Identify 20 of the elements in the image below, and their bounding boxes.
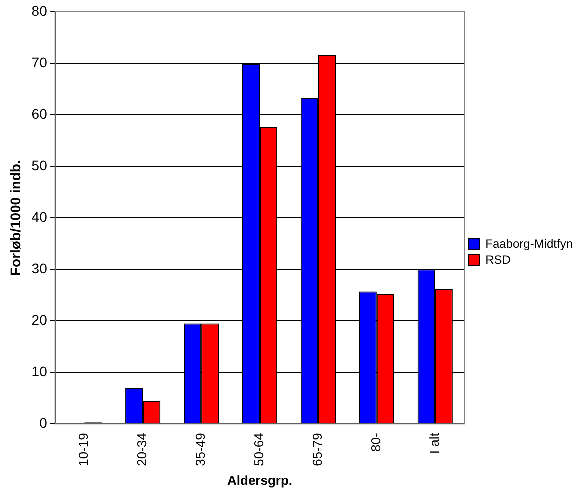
x-tick-label: 20-34: [134, 433, 150, 466]
y-tick-label: 70: [32, 54, 48, 70]
x-tick-label: 50-64: [252, 433, 267, 466]
legend-label: Faaborg-Midtfyn: [486, 236, 574, 251]
y-tick-label: 50: [32, 157, 48, 174]
legend-label: RSD: [486, 252, 512, 267]
y-tick-label: 60: [32, 106, 48, 122]
y-tick-label: 20: [32, 312, 48, 328]
y-axis-title: Forløb/1000 indb.: [7, 160, 24, 276]
x-tick-label: 10-19: [76, 433, 92, 466]
y-tick-label: 10: [32, 363, 48, 380]
x-tick-label: 65-79: [310, 433, 326, 466]
y-tick-label: 30: [32, 260, 48, 276]
x-tick-label: 80-: [368, 433, 384, 452]
x-axis-title: Aldersgrp.: [227, 472, 293, 488]
y-tick-label: 0: [40, 415, 48, 432]
y-tick-label: 80: [32, 2, 48, 19]
x-tick-label: 35-49: [193, 433, 208, 466]
y-tick-label: 40: [32, 208, 48, 225]
x-tick-label: I alt: [426, 432, 442, 454]
